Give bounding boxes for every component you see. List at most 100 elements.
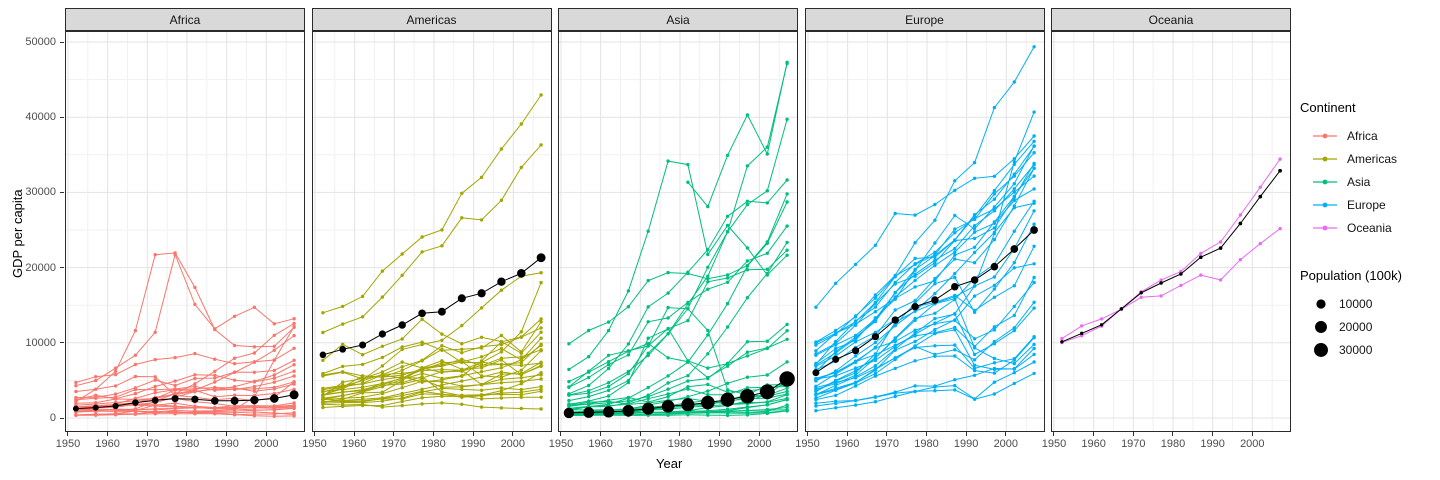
x-tick-mark xyxy=(432,432,434,436)
facet-strip-africa: Africa xyxy=(65,8,305,31)
country-line xyxy=(815,329,1034,399)
country-line xyxy=(815,202,1034,382)
mean-point xyxy=(950,282,959,291)
x-tick-label: 1960 xyxy=(834,438,860,450)
mean-point xyxy=(583,406,595,418)
country-line xyxy=(568,338,788,383)
mean-point xyxy=(1238,221,1243,226)
facet-panel-oceania xyxy=(1051,31,1291,432)
country-line xyxy=(687,62,788,208)
mean-point xyxy=(681,398,695,412)
mean-point xyxy=(516,268,526,278)
y-tick-label: 10000 xyxy=(25,336,56,349)
mean-point xyxy=(1139,291,1143,295)
country-line xyxy=(815,188,1034,366)
y-tick-mark xyxy=(60,417,64,419)
facet-panel-africa xyxy=(65,31,305,432)
country-line xyxy=(568,327,788,396)
country-line xyxy=(75,404,295,411)
facet-strip-americas: Americas xyxy=(311,8,552,31)
x-tick-mark xyxy=(1212,432,1214,436)
mean-point xyxy=(476,289,486,298)
x-tick-label: 1950 xyxy=(548,438,574,450)
x-tick-mark xyxy=(393,432,395,436)
mean-point xyxy=(1060,340,1064,344)
y-tick-label: 40000 xyxy=(25,111,56,124)
y-tick-mark xyxy=(60,116,64,118)
x-tick-label: 1990 xyxy=(460,438,486,450)
mean-point xyxy=(871,333,879,341)
mean-point xyxy=(563,407,575,419)
mean-line-group xyxy=(563,371,795,419)
population-size-dot-icon xyxy=(1315,320,1327,333)
x-tick-label: 1960 xyxy=(588,438,613,450)
country-line xyxy=(1061,228,1281,340)
mean-point xyxy=(661,399,675,413)
mean-point xyxy=(269,394,279,403)
x-tick-label: 1980 xyxy=(914,438,939,450)
x-tick-label: 2000 xyxy=(1240,438,1265,450)
mean-point xyxy=(891,316,899,324)
grid-major xyxy=(65,31,305,432)
country-line xyxy=(815,152,1034,346)
mean-point xyxy=(72,405,79,412)
x-tick-label: 1960 xyxy=(341,438,367,450)
country-line xyxy=(322,359,541,392)
mean-point xyxy=(759,384,775,400)
x-tick-label: 2000 xyxy=(993,438,1019,450)
x-tick-label: 1990 xyxy=(214,438,239,450)
population-size-dot-icon xyxy=(1314,342,1328,357)
mean-point xyxy=(1218,246,1223,250)
legend-size-item-10000: 10000 xyxy=(1312,292,1440,315)
facet-strip-europe: Europe xyxy=(804,8,1045,31)
x-tick-mark xyxy=(353,432,355,436)
x-tick-mark xyxy=(679,432,681,436)
country-line xyxy=(322,388,541,403)
grid-minor xyxy=(65,31,305,432)
y-tick-label: 30000 xyxy=(25,186,56,199)
x-tick-label: 1980 xyxy=(174,438,200,450)
mean-point xyxy=(990,262,998,271)
x-tick-label: 1970 xyxy=(1121,438,1146,450)
country-line xyxy=(815,372,1034,407)
country-line xyxy=(75,347,295,383)
mean-point xyxy=(1079,331,1084,336)
x-tick-label: 1950 xyxy=(55,438,81,450)
legend-size-item-30000: 30000 xyxy=(1312,338,1440,361)
mean-point xyxy=(132,399,139,406)
country-line xyxy=(568,193,788,345)
country-line xyxy=(322,94,542,314)
legend-item-africa: Africa xyxy=(1312,124,1440,147)
country-line xyxy=(815,282,1034,379)
legend-population-title: Population (100k) xyxy=(1300,268,1402,283)
legend-size-label: 20000 xyxy=(1339,319,1373,334)
country-line xyxy=(815,223,1035,387)
country-line xyxy=(1061,158,1281,343)
x-tick-mark xyxy=(107,432,109,436)
x-tick-label: 1970 xyxy=(874,438,900,450)
x-tick-mark xyxy=(560,432,562,436)
x-tick-label: 1950 xyxy=(1041,438,1067,450)
country-line xyxy=(815,336,1034,395)
x-tick-mark xyxy=(925,432,927,436)
x-tick-mark xyxy=(806,432,808,436)
mean-point xyxy=(1029,226,1038,234)
facet-strip-oceania: Oceania xyxy=(1051,8,1291,31)
country-line xyxy=(322,350,541,380)
country-line xyxy=(815,135,1034,308)
x-tick-label: 1970 xyxy=(628,438,653,450)
x-tick-mark xyxy=(639,432,641,436)
grid-major xyxy=(1051,31,1291,432)
x-tick-mark xyxy=(146,432,148,436)
legend-key-europe-icon xyxy=(1313,202,1337,207)
mean-point xyxy=(92,404,99,411)
country-line xyxy=(322,321,542,375)
mean-point xyxy=(496,277,506,286)
mean-point xyxy=(210,396,219,405)
country-line xyxy=(322,390,541,402)
x-tick-label: 1990 xyxy=(1200,438,1225,450)
country-lines-group xyxy=(320,93,543,411)
grid-minor xyxy=(1051,31,1291,432)
mean-line-group xyxy=(1060,168,1282,344)
country-line xyxy=(815,146,1035,373)
